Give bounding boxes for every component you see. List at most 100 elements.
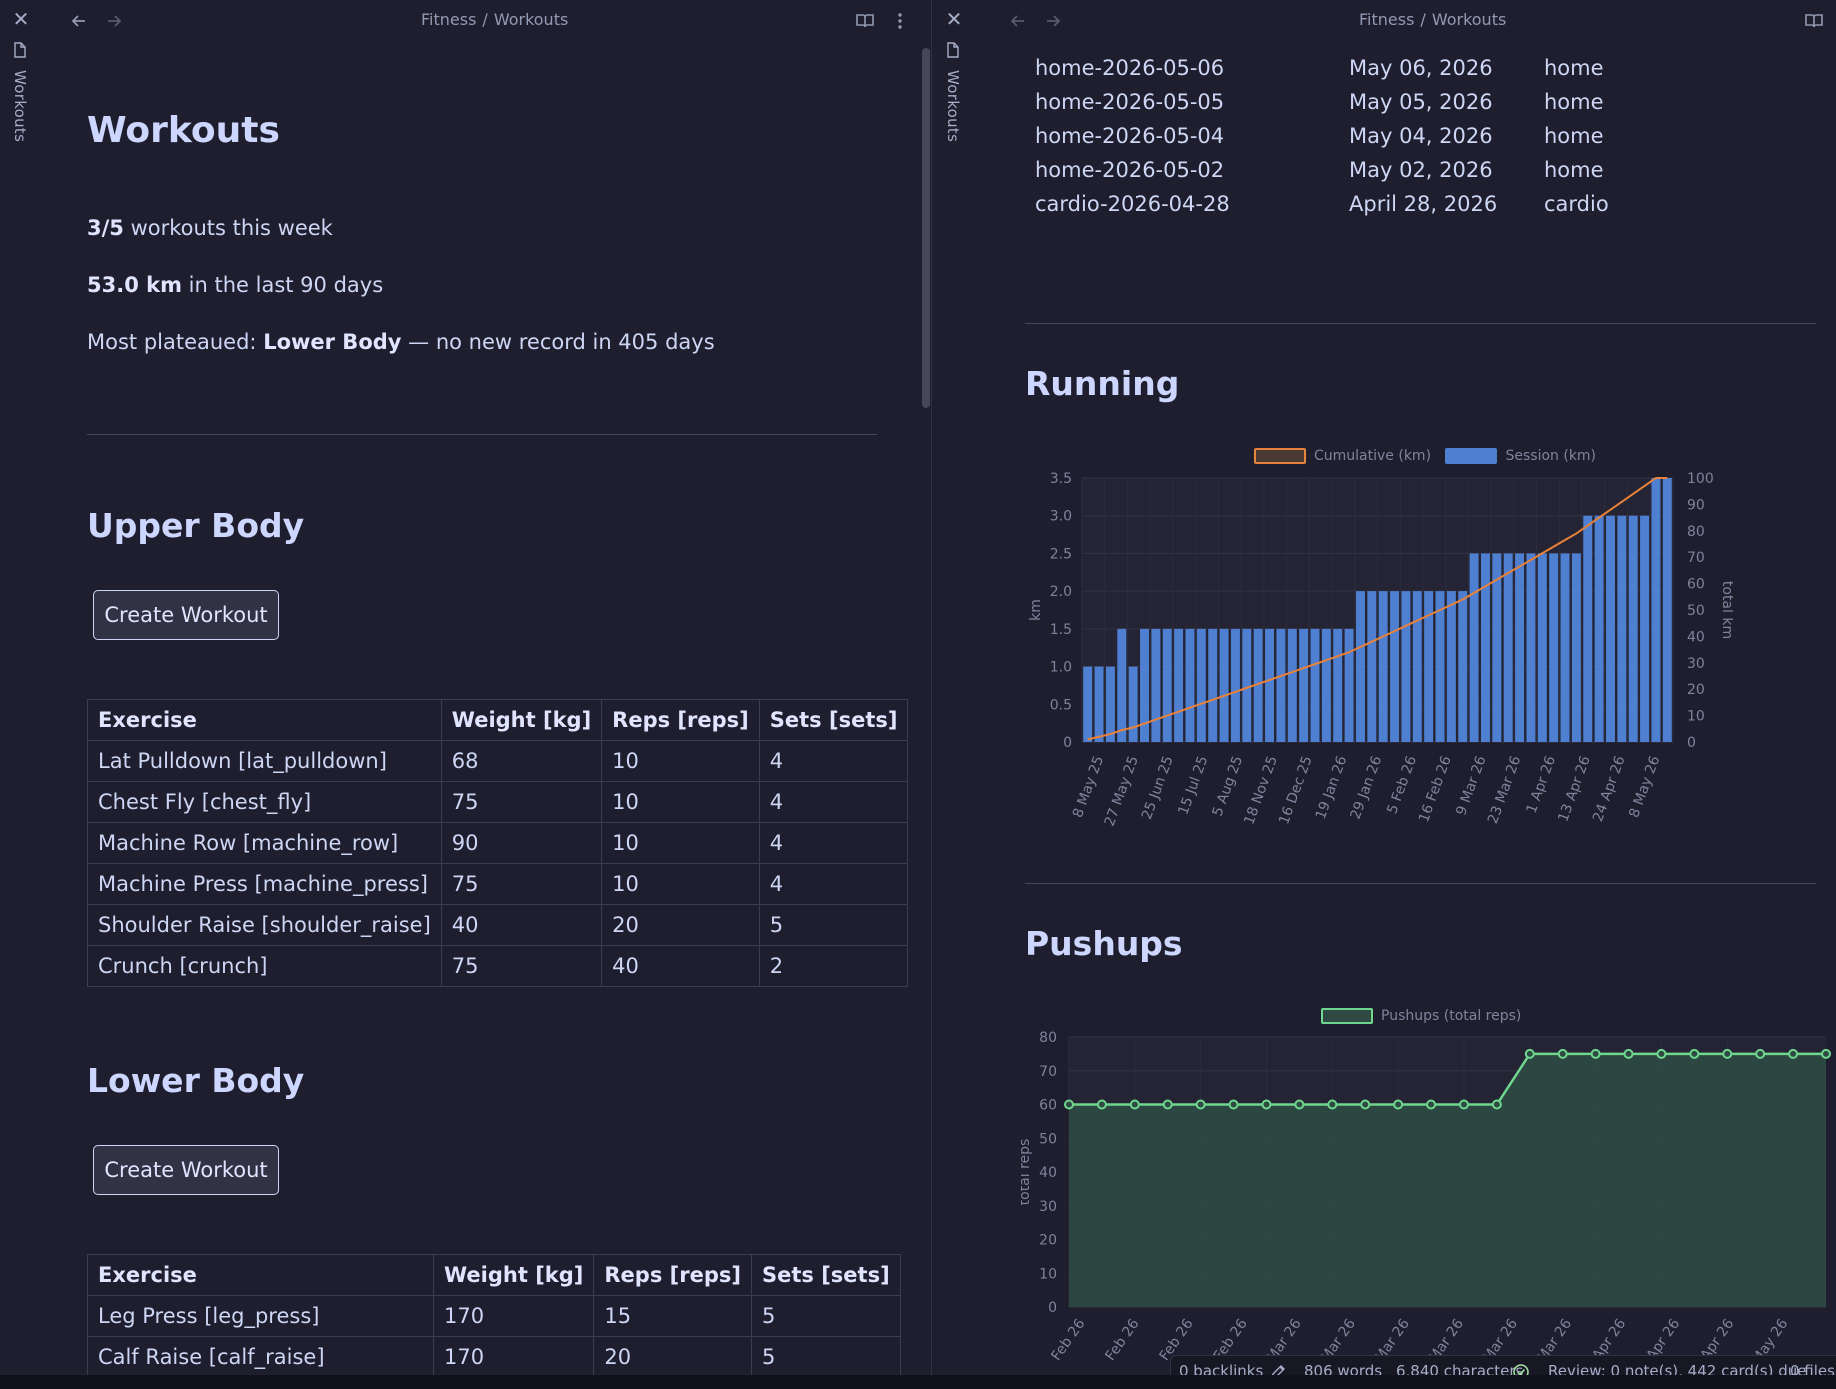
create-workout-button[interactable]: Create Workout	[93, 1145, 279, 1195]
document-icon[interactable]	[946, 42, 960, 58]
table-row: Leg Press [leg_press] 170 15 5	[87, 1295, 901, 1337]
session-bar	[1333, 628, 1343, 742]
file-type: cardio	[1544, 192, 1609, 216]
back-arrow-icon[interactable]	[68, 10, 90, 32]
data-point	[1228, 1099, 1239, 1110]
table-cell: 10	[601, 740, 760, 782]
session-bar	[1446, 591, 1456, 742]
session-bar	[1140, 628, 1149, 742]
breadcrumb-folder[interactable]: Fitness	[421, 10, 477, 29]
data-point	[1162, 1099, 1173, 1110]
column-header: Reps [reps]	[593, 1254, 752, 1296]
session-bar	[1617, 515, 1627, 742]
legend-item-pushups[interactable]: Pushups (total reps)	[1321, 1008, 1521, 1024]
upper-body-heading: Upper Body	[87, 506, 305, 545]
table-cell: 40	[440, 904, 603, 946]
file-date: May 02, 2026	[1349, 158, 1493, 182]
right-sidebar-strip: ✕ Workouts	[933, 0, 975, 1375]
divider	[1025, 323, 1816, 324]
table-cell: 4	[758, 781, 909, 823]
session-bar	[1355, 591, 1365, 742]
document-icon[interactable]	[13, 42, 27, 58]
forward-arrow-icon[interactable]	[1042, 10, 1064, 32]
file-date: May 06, 2026	[1349, 56, 1493, 80]
table-cell: 75	[440, 781, 603, 823]
x-tick-label: 24 Apr 26	[1590, 754, 1629, 824]
y2-tick-label: 50	[1687, 603, 1705, 619]
pushups-heading: Pushups	[1025, 924, 1183, 963]
running-legend: Cumulative (km) Session (km)	[1254, 448, 1596, 464]
y-tick-label: 80	[1039, 1030, 1057, 1046]
table-cell: 170	[432, 1336, 595, 1375]
session-bar	[1526, 553, 1536, 742]
y-tick-label: 10	[1039, 1266, 1057, 1282]
sidebar-tab-label[interactable]: Workouts	[944, 70, 962, 143]
file-date: April 28, 2026	[1349, 192, 1498, 216]
breadcrumb-folder[interactable]: Fitness	[1359, 10, 1415, 29]
table-cell: 10	[601, 781, 760, 823]
session-bar	[1662, 478, 1672, 742]
right-pane: ✕ Workouts Fitness / Workouts home-2026-05…	[933, 0, 1836, 1375]
table-cell: 4	[758, 822, 909, 864]
session-bar	[1196, 628, 1206, 742]
session-bar	[1230, 628, 1240, 742]
data-point	[1722, 1048, 1733, 1059]
legend-item-session[interactable]: Session (km)	[1445, 448, 1596, 464]
data-point	[1689, 1048, 1700, 1059]
plateau-stat: Most plateaued: Lower Body — no new reco…	[87, 330, 715, 354]
file-link[interactable]: home-2026-05-02	[1035, 158, 1225, 182]
breadcrumb: Fitness / Workouts	[1359, 10, 1506, 29]
y2-tick-label: 30	[1687, 656, 1705, 672]
file-type: home	[1544, 158, 1604, 182]
data-point	[1491, 1099, 1502, 1110]
file-row: cardio-2026-04-28 April 28, 2026 cardio	[1035, 186, 1735, 226]
y2-tick-label: 20	[1687, 682, 1705, 698]
y-tick-label: 40	[1039, 1165, 1057, 1181]
x-tick-label: 16 Dec 25	[1276, 754, 1316, 827]
forward-arrow-icon[interactable]	[103, 10, 125, 32]
column-header: Reps [reps]	[601, 699, 760, 741]
session-bar	[1299, 628, 1309, 742]
session-bar	[1128, 666, 1138, 742]
session-bar	[1242, 628, 1252, 742]
back-arrow-icon[interactable]	[1007, 10, 1029, 32]
file-link[interactable]: home-2026-05-06	[1035, 56, 1225, 80]
session-bar	[1628, 515, 1638, 742]
file-link[interactable]: home-2026-05-05	[1035, 90, 1225, 114]
table-cell: Calf Raise [calf_raise]	[87, 1336, 434, 1375]
legend-item-cumulative[interactable]: Cumulative (km)	[1254, 448, 1431, 464]
data-point	[1393, 1099, 1404, 1110]
session-bar	[1367, 591, 1377, 742]
session-bar	[1287, 628, 1297, 742]
file-date: May 04, 2026	[1349, 124, 1493, 148]
upper-body-table: Exercise Weight [kg] Reps [reps] Sets [s…	[87, 699, 909, 987]
breadcrumb-note[interactable]: Workouts	[1431, 10, 1507, 29]
session-bar	[1503, 553, 1513, 742]
table-row: Chest Fly [chest_fly] 75 10 4	[87, 781, 909, 823]
data-point	[1590, 1048, 1601, 1059]
breadcrumb-note[interactable]: Workouts	[493, 10, 569, 29]
reading-view-icon[interactable]	[854, 10, 876, 32]
y-tick-label: 1.5	[1050, 622, 1072, 638]
data-point	[1360, 1099, 1371, 1110]
close-icon[interactable]: ✕	[12, 7, 30, 31]
file-row: home-2026-05-06 May 06, 2026 home	[1035, 50, 1735, 90]
session-bar	[1480, 553, 1490, 742]
file-type: home	[1544, 56, 1604, 80]
file-link[interactable]: home-2026-05-04	[1035, 124, 1225, 148]
data-point	[1129, 1099, 1140, 1110]
file-link[interactable]: cardio-2026-04-28	[1035, 192, 1230, 216]
scrollbar-thumb[interactable]	[922, 48, 930, 408]
table-cell: Lat Pulldown [lat_pulldown]	[87, 740, 442, 782]
reading-view-icon[interactable]	[1803, 10, 1825, 32]
session-bar	[1162, 628, 1172, 742]
close-icon[interactable]: ✕	[945, 7, 963, 31]
more-options-icon[interactable]	[889, 10, 911, 32]
table-cell: 4	[758, 740, 909, 782]
create-workout-button[interactable]: Create Workout	[93, 590, 279, 640]
column-header: Weight [kg]	[432, 1254, 595, 1296]
data-point	[1656, 1048, 1667, 1059]
weekly-workouts-stat: 3/5 workouts this week	[87, 216, 333, 240]
sidebar-tab-label[interactable]: Workouts	[11, 70, 29, 143]
